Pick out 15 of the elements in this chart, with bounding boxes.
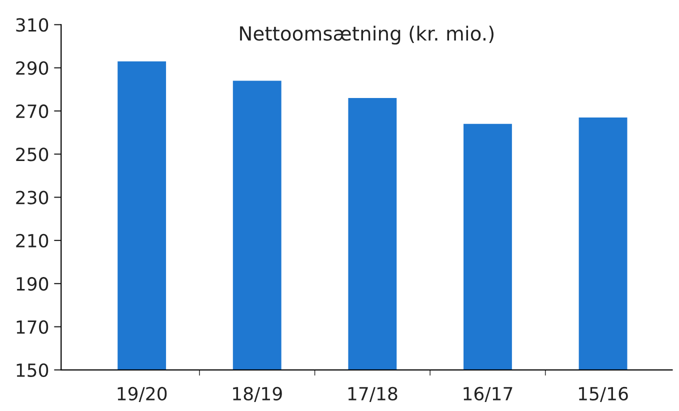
x-tick-label: 17/18 (348, 386, 398, 402)
y-tick-label: 150 (16, 363, 48, 378)
x-tick-label: 18/19 (233, 386, 282, 402)
x-tick-label: 19/20 (118, 386, 167, 402)
y-tick-label: 290 (16, 61, 48, 75)
y-tick-label: 310 (16, 18, 48, 32)
y-tick-label: 170 (16, 320, 48, 334)
y-tick-label: 270 (16, 104, 48, 118)
x-tick-label: 15/16 (578, 386, 628, 402)
y-tick-label: 230 (16, 190, 48, 204)
x-tick-label: 16/17 (464, 386, 512, 402)
y-tick-label: 190 (16, 277, 48, 291)
y-tick-label: 210 (16, 234, 48, 248)
chart-title: Nettoomsætning (kr. mio.) (240, 26, 494, 45)
y-tick-label: 250 (16, 148, 48, 162)
